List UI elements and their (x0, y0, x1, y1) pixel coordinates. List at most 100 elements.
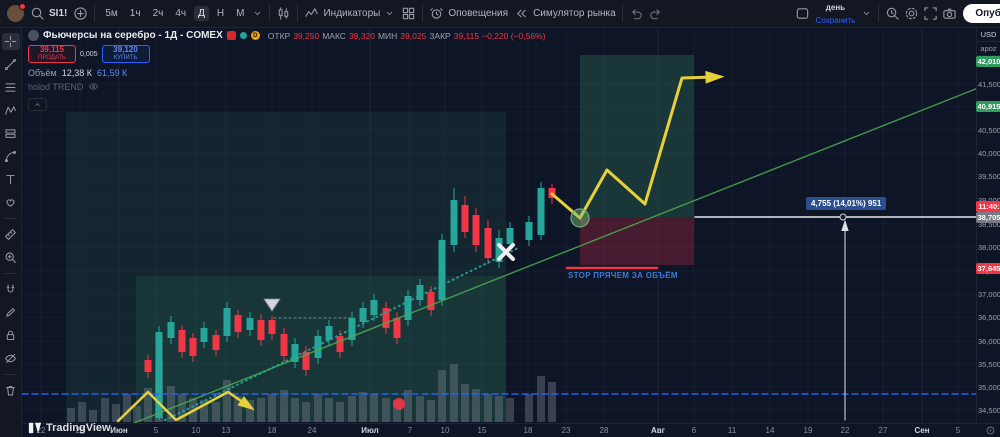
crosshair-icon (4, 35, 17, 48)
timeframe-1w[interactable]: Н (216, 8, 225, 19)
dotted-trend-line[interactable] (164, 246, 521, 421)
sell-marker[interactable] (263, 298, 281, 312)
strategy-indicator-row[interactable]: holod TREND (28, 81, 545, 92)
time-tick: 5 (153, 426, 159, 435)
volume-bar (393, 400, 401, 422)
axis-settings-icon[interactable] (985, 425, 996, 436)
timeframe-1m[interactable]: М (236, 8, 245, 19)
candle (416, 285, 424, 300)
candle (291, 344, 299, 362)
entry-circle-marker[interactable] (570, 208, 590, 228)
stop-note-text[interactable]: STOP ПРЯЧЕМ ЗА ОБЪЁМ (568, 271, 678, 280)
remove-all-tool[interactable] (2, 382, 20, 399)
timeframe-4h[interactable]: 4ч (175, 8, 187, 19)
volume-bar (382, 398, 390, 422)
text-tool[interactable] (2, 171, 20, 188)
volume-bar (302, 402, 310, 422)
forecast-arrow-small[interactable] (116, 390, 249, 423)
timeframe-5m[interactable]: 5м (105, 8, 118, 19)
pattern-tool[interactable] (2, 102, 20, 119)
user-avatar[interactable] (7, 3, 26, 22)
save-layout-button[interactable]: день Сохранить (813, 3, 859, 25)
search-icon (30, 6, 45, 21)
magnet-tool[interactable] (2, 281, 20, 298)
crosshair-tool[interactable] (1, 33, 20, 50)
volume-bar (506, 398, 514, 422)
time-tick: Сен (914, 426, 930, 435)
line-handle[interactable] (839, 213, 847, 221)
red-dot-marker[interactable] (393, 398, 405, 410)
profit-zone[interactable] (580, 55, 694, 217)
candle (450, 200, 458, 245)
time-axis[interactable]: 22 28 Июн 5 10 13 18 24 Июл 7 10 15 18 23 28 Авг 6 11 14 19… (22, 423, 1000, 437)
publish-button[interactable]: Опубл (963, 4, 1000, 23)
forecast-arrow-main[interactable] (550, 75, 716, 220)
volume-bar (359, 392, 367, 422)
symbol-search-button[interactable]: SI1! (27, 6, 70, 21)
drawing-mode-tool[interactable] (2, 304, 20, 321)
candle (461, 205, 469, 232)
measure-value-label[interactable]: 4,755 (14,01%) 951 (806, 197, 887, 210)
save-label: Сохранить (815, 15, 856, 25)
sell-button[interactable]: 39,115 ПРОДАТЬ (28, 45, 76, 63)
position-tool[interactable] (2, 125, 20, 142)
replay-button[interactable]: Симулятор рынка (511, 6, 619, 21)
emoji-tool[interactable] (2, 194, 20, 211)
undo-icon[interactable] (629, 6, 644, 21)
price-axis[interactable]: USD ароz 41,50041,00040,50040,00039,5003… (976, 28, 1000, 423)
timeframe-1d[interactable]: Д (194, 6, 209, 21)
chevron-down-icon[interactable] (252, 8, 263, 19)
risk-zone[interactable] (580, 217, 694, 265)
candle (314, 336, 322, 358)
toolbar-divider (4, 218, 17, 219)
layout-icon[interactable] (795, 6, 810, 21)
zoom-in-icon (4, 251, 17, 264)
chevron-down-icon[interactable] (861, 8, 872, 19)
axis-unit[interactable]: ароz (977, 42, 1000, 56)
quick-search-icon[interactable] (885, 6, 900, 21)
zoom-in-tool[interactable] (2, 249, 20, 266)
buy-button[interactable]: 39,120 КУПИТЬ (101, 45, 150, 63)
chevron-down-icon[interactable] (384, 8, 395, 19)
timeframe-2h[interactable]: 2ч (152, 8, 164, 19)
candle (212, 335, 220, 350)
forecast-tool[interactable] (2, 148, 20, 165)
candle (257, 320, 265, 340)
layout-grid-icon[interactable] (401, 6, 416, 21)
chart-style-icon[interactable] (276, 6, 291, 21)
add-symbol-icon[interactable] (73, 6, 88, 21)
time-tick: 22 (840, 426, 850, 435)
eye-icon[interactable] (88, 81, 99, 92)
volume-indicator-row[interactable]: Объём 12,38 К 61,59 К (28, 68, 128, 78)
accumulation-zone[interactable] (66, 112, 506, 422)
settings-gear-icon[interactable] (904, 6, 919, 21)
timeframe-1h[interactable]: 1ч (129, 8, 141, 19)
screenshot-camera-icon[interactable] (942, 6, 957, 21)
forecast-arrow-small-head (237, 396, 255, 411)
volume-bar (404, 390, 412, 422)
symbol-title[interactable]: Фьючерсы на серебро - 1Д - COMEX (43, 30, 223, 41)
trend-line-tool[interactable] (2, 56, 20, 73)
axis-currency[interactable]: USD (977, 28, 1000, 42)
fib-retracement-tool[interactable] (2, 79, 20, 96)
symbol-search-label[interactable]: SI1! (49, 8, 68, 19)
indicators-button[interactable]: Индикаторы (301, 6, 398, 21)
drawing-toolbar (0, 28, 22, 437)
candle (189, 338, 197, 356)
pattern-icon (4, 104, 17, 117)
fullscreen-icon[interactable] (923, 6, 938, 21)
candle (359, 308, 367, 322)
measure-tool[interactable] (2, 226, 20, 243)
lock-all-tool[interactable] (2, 327, 20, 344)
alerts-label: Оповещения (448, 8, 509, 19)
redo-icon[interactable] (648, 6, 663, 21)
collapse-legend-button[interactable] (28, 98, 47, 111)
x-marker[interactable] (497, 243, 515, 261)
hide-all-tool[interactable] (2, 350, 20, 367)
price-tick: 41,500 (978, 80, 1000, 89)
time-tick: 18 (267, 426, 277, 435)
volume-bar (370, 394, 378, 422)
price-tick: 40,000 (978, 149, 1000, 158)
alerts-button[interactable]: Оповещения (426, 6, 511, 21)
